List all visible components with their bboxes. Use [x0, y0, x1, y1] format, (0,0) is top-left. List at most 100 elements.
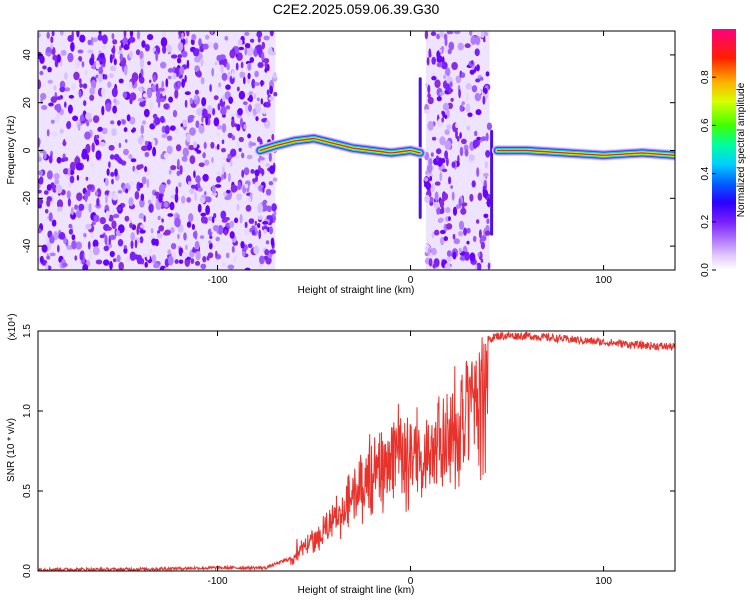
noise-blob: [193, 170, 196, 178]
noise-blob: [211, 157, 214, 163]
noise-blob: [256, 97, 260, 102]
noise-blob: [98, 66, 104, 75]
noise-blob: [193, 48, 200, 57]
noise-blob: [430, 247, 437, 256]
snr-frame: [37, 330, 676, 572]
noise-blob: [186, 31, 190, 37]
noise-blob: [79, 34, 86, 43]
noise-blob: [44, 208, 49, 214]
noise-blob: [462, 203, 465, 214]
noise-blob: [109, 250, 115, 258]
noise-blob: [269, 226, 273, 235]
noise-blob: [67, 52, 74, 63]
noise-blob: [47, 79, 53, 84]
snr-line: [38, 331, 675, 571]
noise-blob: [457, 42, 464, 51]
noise-blob: [239, 71, 246, 79]
noise-blob: [257, 222, 261, 229]
noise-blob: [185, 244, 188, 250]
noise-blob: [476, 167, 480, 178]
noise-blob: [484, 230, 491, 236]
noise-blob: [237, 108, 243, 116]
noise-blob: [444, 150, 448, 160]
noise-blob: [479, 237, 483, 245]
noise-blob: [52, 54, 58, 61]
noise-blob: [448, 216, 451, 222]
signal-band: [259, 137, 421, 154]
noise-blob: [480, 31, 485, 39]
noise-blob: [257, 36, 261, 43]
noise-blob: [101, 127, 108, 135]
noise-blob: [72, 115, 79, 122]
noise-blob: [186, 134, 191, 142]
noise-blob: [193, 141, 198, 149]
noise-blob: [167, 249, 171, 256]
noise-blob: [485, 132, 489, 142]
noise-blob: [229, 231, 235, 239]
noise-blob: [170, 227, 175, 234]
noise-blob: [257, 203, 264, 214]
noise-blob: [174, 89, 179, 99]
noise-blob: [77, 49, 84, 54]
noise-blob: [482, 185, 487, 191]
noise-blob: [212, 108, 216, 116]
noise-blob: [269, 85, 273, 95]
noise-blob: [139, 198, 145, 208]
noise-blob: [202, 152, 206, 159]
noise-blob: [200, 212, 207, 217]
noise-blob: [63, 168, 69, 175]
noise-blob: [139, 229, 146, 234]
noise-blob: [249, 142, 257, 147]
noise-blob: [445, 223, 453, 230]
noise-blob: [170, 165, 177, 171]
noise-blob: [57, 206, 63, 212]
noise-blob: [169, 125, 176, 131]
noise-blob: [217, 103, 221, 111]
noise-blob: [123, 245, 128, 249]
noise-blob: [237, 39, 243, 46]
noise-blob: [159, 115, 165, 124]
noise-blob: [440, 229, 446, 235]
noise-blob: [123, 65, 128, 76]
noise-blob: [243, 124, 247, 130]
noise-blob: [257, 62, 264, 68]
noise-blob: [269, 165, 276, 175]
noise-blob: [84, 131, 91, 140]
noise-blob: [195, 250, 201, 261]
noise-blob: [83, 69, 89, 76]
noise-blob: [109, 154, 115, 160]
spectrogram-xtick-label: -100: [208, 275, 228, 286]
noise-blob: [432, 263, 437, 269]
noise-blob: [216, 176, 222, 183]
noise-blob: [146, 253, 150, 261]
noise-blob: [264, 249, 270, 256]
noise-blob: [123, 31, 127, 38]
noise-blob: [129, 92, 137, 101]
noise-blob: [466, 125, 470, 131]
noise-blob: [247, 72, 251, 80]
noise-blob: [458, 88, 461, 99]
noise-blob: [439, 136, 446, 146]
noise-blob: [63, 138, 66, 147]
noise-blob: [163, 267, 171, 270]
noise-blob: [81, 61, 85, 68]
noise-blob: [194, 240, 200, 251]
noise-blob: [455, 122, 459, 128]
noise-blob: [478, 89, 482, 95]
noise-blob: [239, 213, 243, 224]
noise-blob: [111, 87, 118, 98]
noise-blob: [128, 51, 133, 59]
noise-blob: [241, 152, 245, 159]
noise-blob: [471, 180, 476, 188]
noise-blob: [423, 109, 431, 115]
noise-blob: [215, 250, 218, 257]
noise-blob: [84, 200, 89, 210]
noise-blob: [434, 191, 439, 202]
noise-blob: [107, 81, 112, 88]
noise-blob: [229, 220, 235, 228]
noise-blob: [73, 71, 80, 81]
noise-blob: [453, 31, 461, 35]
noise-blob: [458, 247, 462, 254]
noise-blob: [260, 79, 264, 87]
noise-blob: [266, 215, 273, 220]
